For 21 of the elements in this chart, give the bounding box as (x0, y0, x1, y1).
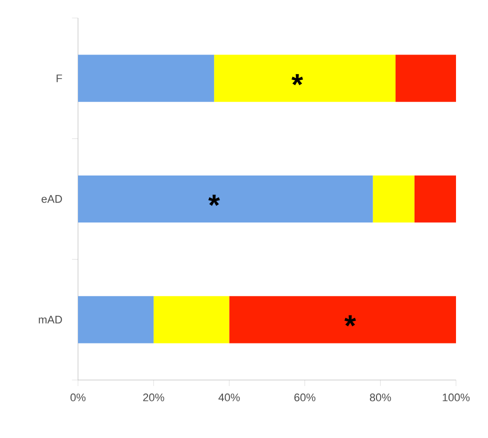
y-tick-label: F (56, 74, 62, 82)
bar (229, 296, 456, 344)
bar (78, 296, 154, 344)
x-tick-label: 20% (143, 394, 164, 402)
annotation: * (344, 315, 356, 326)
bar (154, 296, 230, 344)
y-tick-label: mAD (38, 316, 62, 324)
x-tick-label: 80% (370, 394, 391, 402)
bar (372, 175, 414, 223)
bar (214, 54, 396, 102)
annotation: * (292, 74, 304, 86)
annotation: * (208, 194, 220, 206)
x-tick-label: 60% (294, 394, 316, 402)
bar (78, 175, 373, 223)
bar (414, 175, 456, 223)
x-tick-label: 0% (70, 394, 86, 402)
bar (396, 54, 456, 102)
bar (78, 54, 214, 102)
x-tick-label: 40% (218, 394, 240, 402)
x-tick-label: 100% (442, 394, 470, 402)
y-tick-label: eAD (42, 195, 62, 203)
